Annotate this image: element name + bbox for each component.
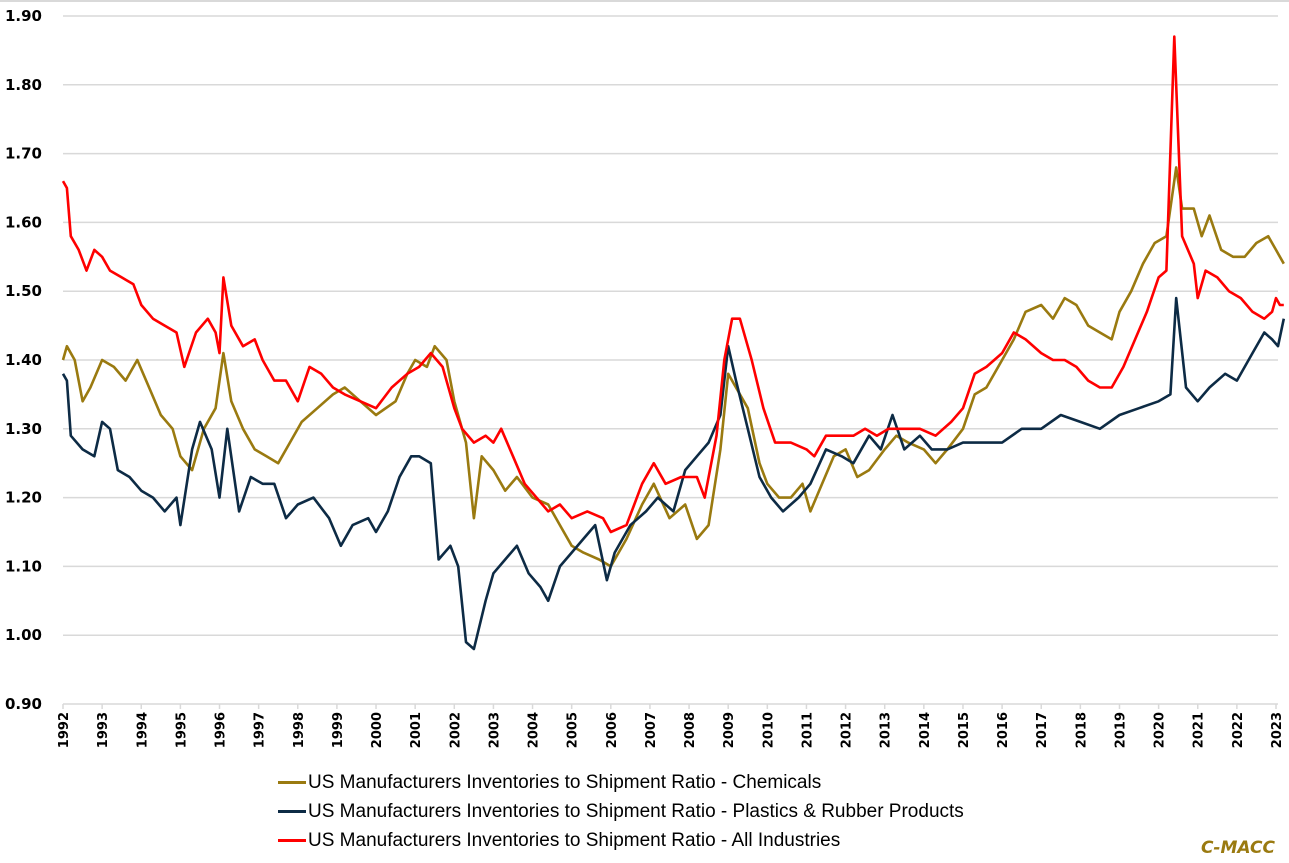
legend: US Manufacturers Inventories to Shipment…	[278, 768, 964, 855]
y-axis-ticks: 1.90 1.80 1.70 1.60 1.50 1.40 1.30 1.20 1.10 1.00…	[5, 7, 42, 713]
x-tick-label: 2017	[1035, 712, 1050, 748]
x-tick-label: 2016	[996, 712, 1011, 748]
y-tick-label: 0.90	[5, 695, 42, 713]
x-tick-label: 1993	[96, 712, 111, 748]
legend-label: US Manufacturers Inventories to Shipment…	[308, 771, 822, 793]
x-tick-label: 2006	[605, 712, 620, 748]
x-axis-ticks: 1992 1993 1994 1995 1996 1997 1998 1999 2000 2001…	[57, 704, 1285, 748]
x-tick-label: 2020	[1153, 712, 1168, 748]
x-tick-label: 2008	[683, 712, 698, 748]
brand-label: C-MACC	[1200, 838, 1275, 858]
x-tick-label: 1992	[57, 712, 72, 748]
x-tick-label: 1995	[174, 712, 189, 748]
y-tick-label: 1.40	[5, 351, 42, 369]
x-tick-label: 2012	[840, 712, 855, 748]
x-tick-label: 2005	[566, 712, 581, 748]
legend-item-plastics: US Manufacturers Inventories to Shipment…	[278, 797, 964, 826]
y-tick-label: 1.10	[5, 557, 42, 575]
y-tick-label: 1.80	[5, 76, 42, 94]
x-tick-label: 2022	[1231, 712, 1246, 748]
legend-item-chemicals: US Manufacturers Inventories to Shipment…	[278, 768, 964, 797]
x-tick-label: 1998	[292, 712, 307, 748]
legend-swatch-plastics	[278, 810, 306, 813]
series-line-all-industries	[61, 35, 1284, 534]
legend-label: US Manufacturers Inventories to Shipment…	[308, 800, 964, 822]
y-tick-label: 1.60	[5, 213, 42, 231]
x-tick-label: 2007	[644, 712, 659, 748]
x-tick-label: 1994	[135, 712, 150, 748]
x-tick-label: 2014	[918, 712, 933, 748]
legend-swatch-all-industries	[278, 839, 306, 842]
y-tick-label: 1.20	[5, 489, 42, 507]
y-tick-label: 1.00	[5, 626, 42, 644]
series-line-plastics-rubber	[61, 296, 1286, 651]
x-tick-label: 1996	[214, 712, 229, 748]
y-tick-label: 1.90	[5, 7, 42, 25]
x-tick-label: 2001	[409, 712, 424, 748]
line-chart: 1.90 1.80 1.70 1.60 1.50 1.40 1.30 1.20 1.10 1.00…	[5, 7, 1286, 748]
x-tick-label: 2010	[761, 712, 776, 748]
x-tick-label: 2009	[722, 712, 737, 748]
x-tick-label: 2004	[527, 712, 542, 748]
x-tick-label: 2019	[1113, 712, 1128, 748]
x-tick-label: 2015	[957, 712, 972, 748]
legend-item-all-industries: US Manufacturers Inventories to Shipment…	[278, 826, 964, 855]
x-tick-label: 2000	[370, 712, 385, 748]
legend-label: US Manufacturers Inventories to Shipment…	[308, 829, 841, 851]
x-tick-label: 2021	[1192, 712, 1207, 748]
x-tick-label: 1999	[331, 712, 346, 748]
y-tick-label: 1.30	[5, 420, 42, 438]
y-tick-label: 1.70	[5, 145, 42, 163]
gridlines	[63, 15, 1278, 705]
x-tick-label: 2002	[448, 712, 463, 748]
x-tick-label: 2013	[879, 712, 894, 748]
x-tick-label: 2011	[800, 712, 815, 748]
series-lines	[61, 35, 1286, 651]
y-tick-label: 1.50	[5, 282, 42, 300]
x-tick-label: 2023	[1270, 712, 1285, 748]
x-tick-label: 2003	[487, 712, 502, 748]
x-tick-label: 1997	[253, 712, 268, 748]
legend-swatch-chemicals	[278, 781, 306, 784]
series-line-chemicals	[61, 166, 1285, 568]
top-border	[0, 0, 1289, 2]
x-tick-label: 2018	[1074, 712, 1089, 748]
